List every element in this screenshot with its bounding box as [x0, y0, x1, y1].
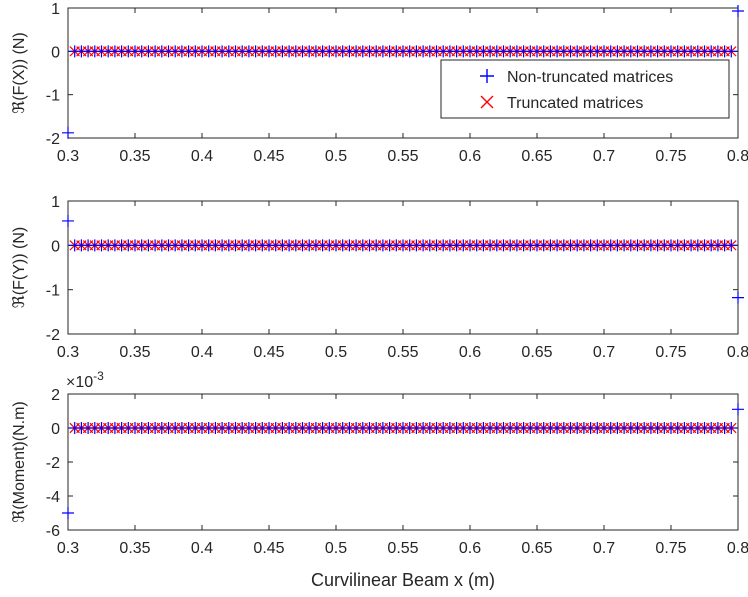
x-tick-label: 0.65: [521, 540, 552, 557]
x-tick-label: 0.75: [655, 344, 686, 361]
y-tick-label: -2: [46, 327, 60, 344]
x-tick-label: 0.8: [727, 540, 748, 557]
x-tick-label: 0.35: [119, 540, 150, 557]
y-tick-label: 0: [51, 421, 60, 438]
legend-label: Non-truncated matrices: [507, 69, 673, 86]
subplot-3: 0.3 0.35 0.4 0.45 0.5 0.55 0.6 0.65 0.7 0.75 0.8 -6…: [11, 369, 748, 590]
legend-label: Truncated matrices: [507, 95, 643, 112]
series-non-truncated: [62, 403, 744, 519]
data-point-plus: [725, 45, 738, 58]
x-tick-label: 0.3: [57, 540, 79, 557]
x-tick-label: 0.35: [119, 344, 150, 361]
y-exponent-label: ×10-3: [66, 369, 104, 391]
y-axis-label: ℜ(F(X)) (N): [11, 32, 28, 113]
y-tick-label: -4: [46, 489, 60, 506]
x-tick-label: 0.55: [387, 540, 418, 557]
series-non-truncated: [62, 214, 744, 304]
y-tick-label: -1: [46, 283, 60, 300]
y-tick-label: 0: [51, 238, 60, 255]
x-tick-label: 0.7: [593, 148, 615, 165]
x-tick-label: 0.45: [253, 540, 284, 557]
data-point-plus: [732, 5, 744, 18]
x-tick-label: 0.5: [325, 148, 347, 165]
y-tick-label: -1: [46, 88, 60, 105]
y-axis-label: ℜ(F(Y)) (N): [11, 227, 28, 308]
data-point-plus: [732, 403, 744, 416]
legend-marker-cross: [480, 95, 494, 109]
y-tick-label: 1: [51, 1, 60, 18]
y-tick-label: 1: [51, 194, 60, 211]
x-tick-label: 0.3: [57, 148, 79, 165]
y-tick-label: -2: [46, 455, 60, 472]
y-tick-label: 2: [51, 387, 60, 404]
x-tick-label: 0.8: [727, 344, 748, 361]
y-axis-label: ℜ(Moment)(N.m): [11, 401, 28, 522]
x-tick-label: 0.4: [191, 540, 213, 557]
y-tick-label: -2: [46, 131, 60, 148]
axes-box: [67, 393, 739, 531]
x-tick-label: 0.3: [57, 344, 79, 361]
data-point-plus: [732, 291, 744, 304]
x-tick-label: 0.55: [387, 148, 418, 165]
data-point-plus: [725, 422, 738, 434]
legend-box: [440, 59, 730, 119]
x-tick-label: 0.7: [593, 540, 615, 557]
series-non-truncated: [62, 5, 744, 139]
y-tick-label: 0: [51, 44, 60, 61]
x-axis-label: Curvilinear Beam x (m): [311, 570, 495, 590]
x-tick-label: 0.6: [459, 540, 481, 557]
axes-box: [67, 200, 739, 335]
x-tick-label: 0.7: [593, 344, 615, 361]
data-point-plus: [62, 214, 74, 227]
x-tick-label: 0.55: [387, 344, 418, 361]
y-exponent-power: -3: [93, 369, 104, 383]
data-point-plus: [62, 507, 74, 519]
x-tick-label: 0.4: [191, 344, 213, 361]
x-tick-label: 0.5: [325, 344, 347, 361]
x-tick-label: 0.65: [521, 344, 552, 361]
x-tick-label: 0.75: [655, 540, 686, 557]
subplot-2: 0.3 0.35 0.4 0.45 0.5 0.55 0.6 0.65 0.7 0.75 0.8 -2…: [11, 194, 748, 361]
x-tick-label: 0.65: [521, 148, 552, 165]
x-tick-label: 0.4: [191, 148, 213, 165]
x-tick-label: 0.45: [253, 148, 284, 165]
x-tick-label: 0.6: [459, 344, 481, 361]
data-point-plus: [725, 239, 738, 252]
legend: Non-truncated matrices Truncated matrices: [440, 59, 730, 119]
x-tick-label: 0.5: [325, 540, 347, 557]
subplot-1: 0.3 0.35 0.4 0.45 0.5 0.55 0.6 0.65 0.7 0.75 0.8 -2…: [11, 1, 748, 165]
legend-marker-plus: [480, 69, 494, 83]
x-tick-label: 0.6: [459, 148, 481, 165]
x-tick-label: 0.75: [655, 148, 686, 165]
y-tick-label: -6: [46, 523, 60, 540]
y-exponent-base: ×10: [66, 374, 93, 391]
x-tick-label: 0.35: [119, 148, 150, 165]
x-tick-label: 0.8: [727, 148, 748, 165]
x-tick-label: 0.45: [253, 344, 284, 361]
data-point-plus: [62, 126, 74, 139]
